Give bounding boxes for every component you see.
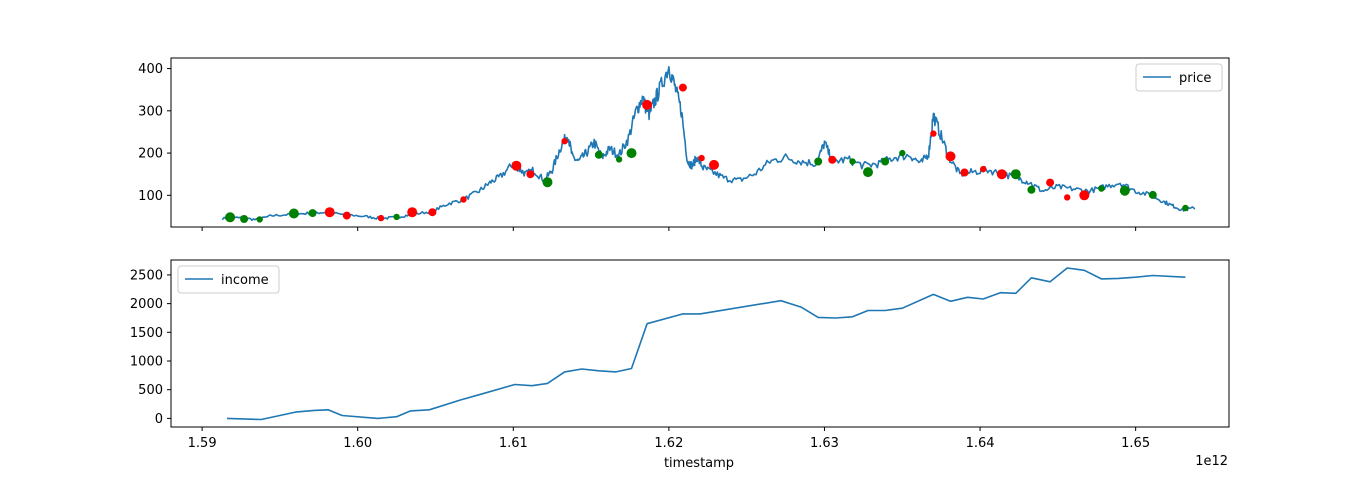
sell-marker	[930, 130, 937, 137]
y-tick-label: 100	[138, 189, 163, 204]
sell-marker	[428, 208, 437, 217]
sell-marker	[945, 151, 956, 162]
sell-marker	[460, 196, 467, 203]
sell-marker	[1046, 178, 1055, 187]
buy-marker	[615, 156, 623, 163]
x-tick-label: 1.63	[810, 436, 839, 451]
buy-marker	[863, 167, 873, 178]
y-tick-label: 200	[138, 147, 163, 162]
sell-marker	[678, 83, 687, 92]
income-series-line	[226, 267, 1186, 421]
sell-marker	[377, 214, 385, 222]
income-legend-label: income	[221, 273, 269, 288]
sell-marker	[996, 169, 1007, 180]
sell-marker	[1064, 194, 1071, 201]
sell-marker	[526, 170, 535, 179]
buy-marker	[308, 209, 317, 218]
x-tick-label: 1.62	[654, 436, 683, 451]
y-tick-label: 400	[138, 62, 163, 77]
buy-marker	[393, 213, 400, 221]
y-tick-label: 300	[138, 104, 163, 119]
income-panel: 0 500 1000 1500 2000 2500 1.59 1.60 1.61 1.62 1.6…	[130, 259, 1230, 471]
buy-marker	[594, 150, 603, 159]
y-tick-label: 1000	[130, 355, 163, 370]
buy-marker	[1148, 190, 1157, 199]
buy-marker	[814, 157, 823, 166]
income-legend-box	[177, 265, 280, 294]
price-legend-label: price	[1179, 71, 1211, 86]
buy-marker	[1182, 204, 1189, 212]
income-y-ticks: 0 500 1000 1500 2000 2500	[130, 268, 171, 427]
price-x-ticks	[201, 227, 1137, 231]
buy-marker	[899, 149, 906, 157]
sell-marker	[342, 211, 351, 220]
buy-marker	[626, 148, 637, 159]
x-tick-label: 1.65	[1121, 436, 1150, 451]
price-y-ticks: 100 200 300 400	[138, 62, 171, 204]
sell-marker	[1079, 190, 1090, 201]
price-legend: price	[1135, 63, 1223, 92]
x-tick-label: 1.61	[499, 436, 528, 451]
x-axis-label: timestamp	[664, 456, 734, 471]
sell-marker	[960, 168, 969, 177]
x-tick-label: 1.59	[188, 436, 217, 451]
x-tick-label: 1.64	[966, 436, 995, 451]
y-tick-label: 500	[138, 383, 163, 398]
buy-marker	[849, 158, 856, 165]
x-tick-label: 1.60	[343, 436, 372, 451]
income-axes-frame	[170, 259, 1230, 428]
trade-markers	[225, 83, 1189, 223]
buy-marker	[288, 208, 299, 219]
buy-marker	[225, 212, 236, 223]
sell-marker	[642, 99, 653, 110]
buy-marker	[240, 215, 249, 223]
buy-marker	[881, 157, 890, 166]
y-tick-label: 1500	[130, 326, 163, 341]
sell-marker	[828, 155, 837, 164]
buy-marker	[1098, 185, 1105, 192]
sell-marker	[407, 207, 418, 218]
buy-marker	[1027, 185, 1036, 194]
buy-marker	[1119, 185, 1130, 196]
price-panel: 100 200 300 400 price	[138, 57, 1230, 231]
sell-marker	[324, 207, 335, 218]
price-axes-frame	[170, 57, 1230, 228]
sell-marker	[511, 160, 522, 171]
buy-marker	[256, 216, 263, 223]
income-legend: income	[177, 265, 280, 294]
sell-marker	[709, 159, 719, 170]
y-tick-label: 2500	[130, 268, 163, 283]
x-axis-offset-label: 1e12	[1195, 454, 1228, 469]
buy-marker	[1010, 169, 1021, 180]
y-tick-label: 0	[155, 412, 163, 427]
sell-marker	[980, 165, 987, 173]
y-tick-label: 2000	[130, 297, 163, 312]
buy-marker	[542, 177, 553, 188]
sell-marker	[698, 154, 705, 162]
sell-marker	[561, 138, 568, 145]
price-legend-box	[1135, 63, 1223, 92]
income-x-ticks: 1.59 1.60 1.61 1.62 1.63 1.64 1.65	[188, 427, 1150, 451]
